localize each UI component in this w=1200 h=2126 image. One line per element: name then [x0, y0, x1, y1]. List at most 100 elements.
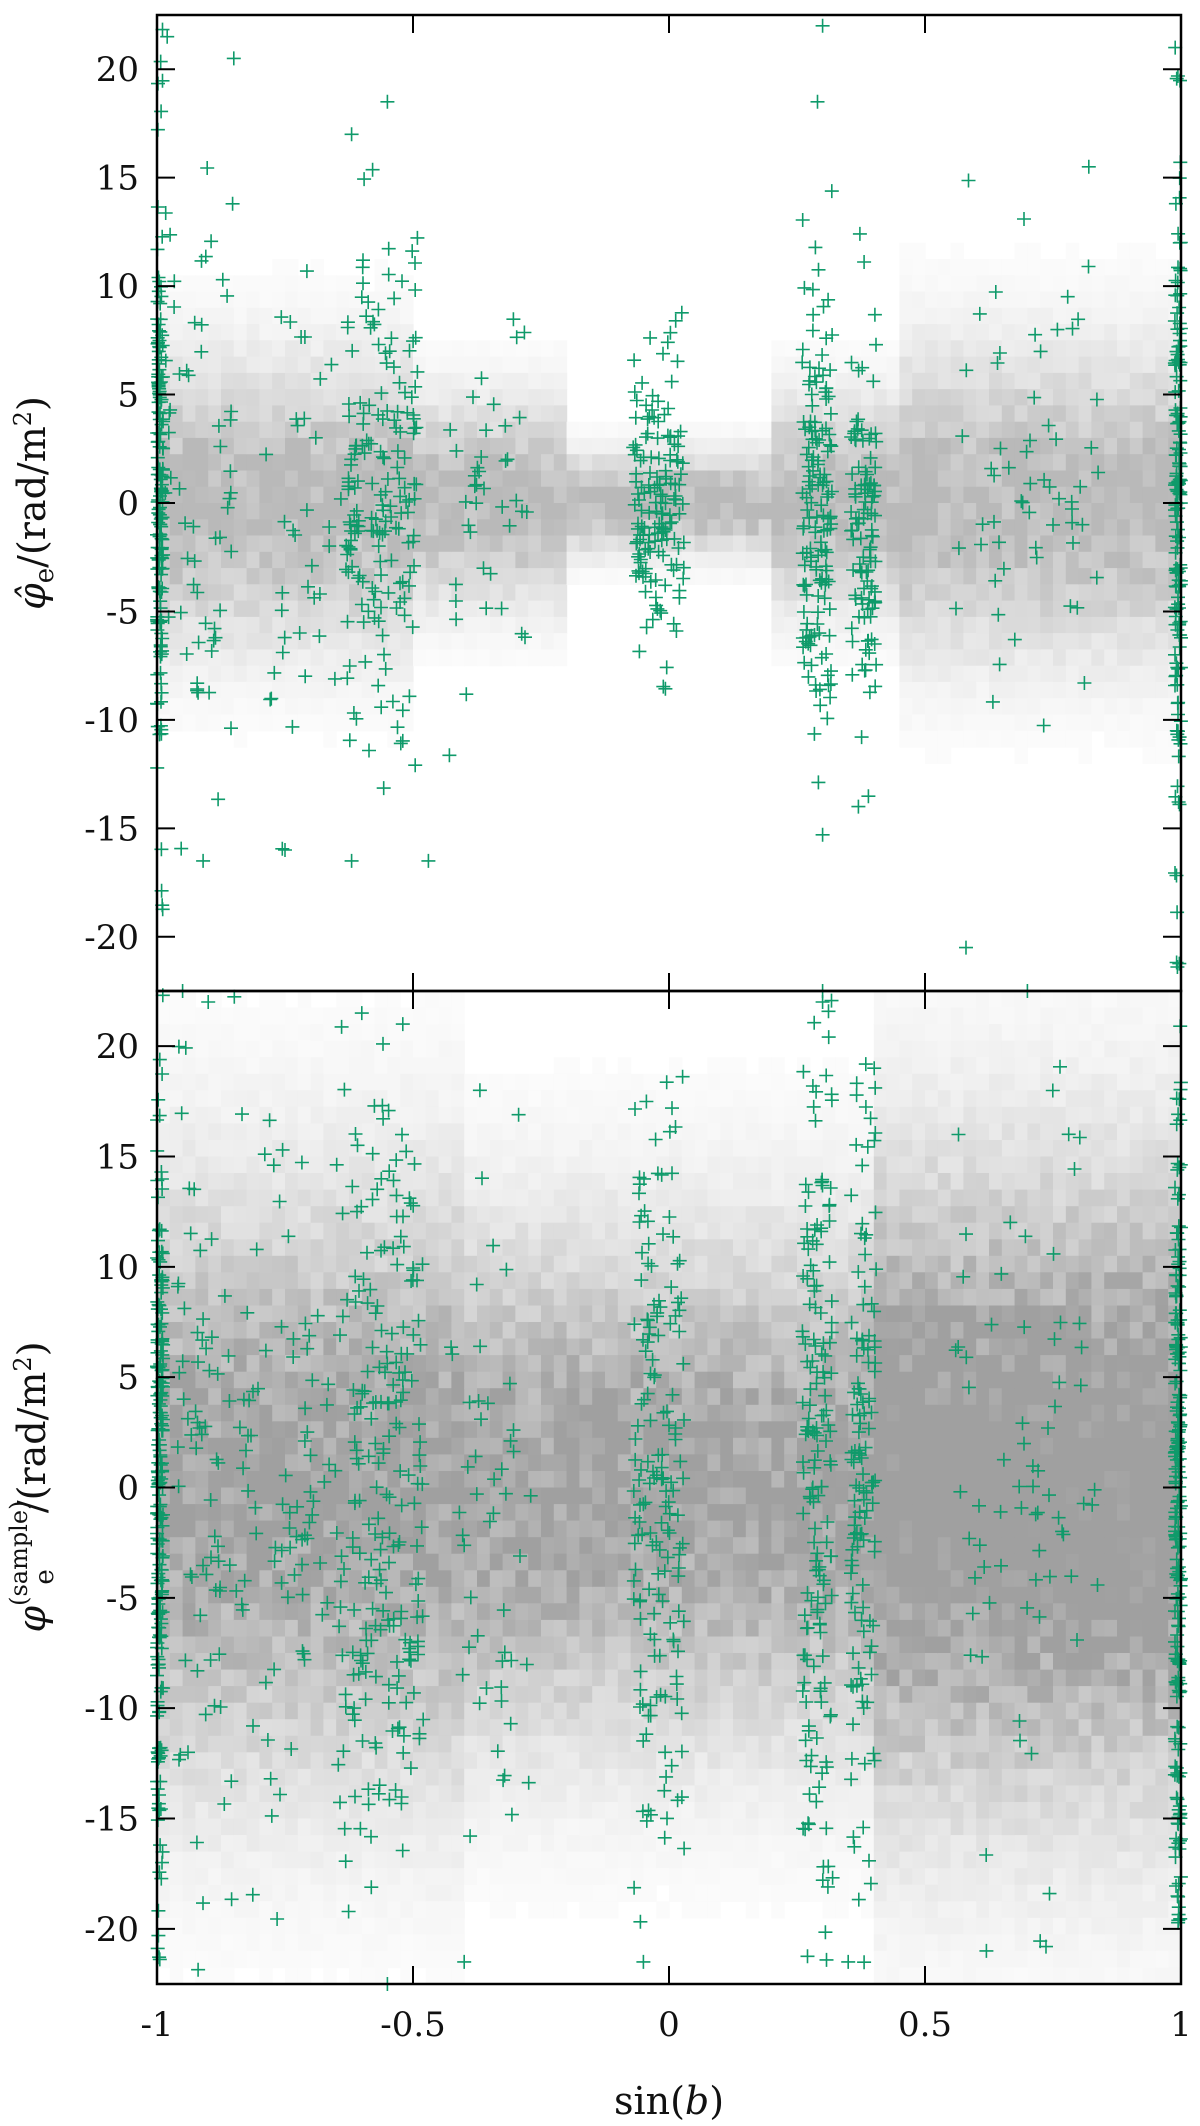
bottom-density-cell — [528, 1322, 542, 1340]
top-density-cell — [528, 437, 542, 455]
bottom-density-cell — [592, 1901, 606, 1919]
bottom-density-cell — [451, 1471, 465, 1489]
bottom-density-cell — [797, 1288, 811, 1307]
bottom-density-cell — [566, 1106, 580, 1124]
bottom-density-cell — [669, 1371, 683, 1389]
bottom-density-cell — [502, 1322, 516, 1340]
top-density-cell — [349, 405, 363, 423]
top-density-cell — [720, 421, 734, 439]
bottom-density-cell — [233, 1404, 248, 1422]
bottom-density-cell — [541, 1818, 555, 1836]
bottom-density-cell — [771, 1173, 785, 1191]
top-density-cell — [246, 421, 260, 439]
bottom-density-cell — [310, 1090, 324, 1108]
top-density-cell — [579, 551, 593, 569]
bottom-density-cell — [541, 1371, 555, 1389]
bottom-density-cell — [541, 1272, 555, 1290]
bottom-density-cell — [707, 1355, 721, 1373]
bottom-density-cell — [579, 1835, 593, 1853]
bottom-density-cell — [169, 1305, 184, 1323]
top-density-cell — [1091, 600, 1105, 618]
bottom-density-cell — [246, 1024, 260, 1042]
bottom-density-cell — [592, 1586, 606, 1604]
top-density-cell — [835, 503, 849, 520]
top-density-cell — [553, 356, 568, 374]
bottom-density-cell — [605, 1239, 619, 1257]
top-density-cell — [1117, 340, 1131, 358]
top-density-cell — [963, 486, 977, 504]
bottom-density-cell — [797, 1835, 811, 1853]
bottom-density-cell — [861, 1073, 875, 1091]
bottom-density-cell — [361, 1156, 376, 1174]
top-density-cell — [899, 486, 913, 504]
bottom-density-cell — [873, 1686, 888, 1704]
top-density-cell — [233, 649, 248, 667]
top-density-cell — [285, 665, 299, 683]
bottom-density-cell — [771, 1255, 785, 1273]
bottom-density-cell — [157, 1024, 171, 1042]
bottom-density-cell — [464, 1222, 478, 1240]
top-density-cell — [553, 437, 568, 455]
top-density-cell — [528, 633, 542, 650]
bottom-density-cell — [323, 1653, 337, 1671]
bottom-density-cell — [272, 1851, 286, 1869]
bottom-density-cell — [656, 1437, 670, 1455]
top-density-cell — [925, 616, 939, 634]
bottom-density-cell — [681, 1570, 696, 1588]
top-density-cell — [1053, 454, 1067, 472]
bottom-density-cell — [873, 1040, 888, 1058]
bottom-density-cell — [733, 1322, 747, 1340]
bottom-density-cell — [592, 1106, 606, 1124]
bottom-density-cell — [182, 1255, 196, 1273]
bottom-density-cell — [208, 1057, 222, 1075]
top-density-cell — [1053, 600, 1067, 618]
bottom-density-cell — [822, 1471, 836, 1489]
bottom-density-cell — [707, 1553, 721, 1571]
bottom-density-cell — [771, 1537, 785, 1555]
bottom-density-cell — [195, 1073, 209, 1091]
top-density-cell — [835, 633, 849, 650]
top-density-cell — [1091, 486, 1105, 504]
top-density-cell — [259, 568, 273, 585]
top-density-cell — [272, 503, 286, 520]
top-density-cell — [899, 519, 913, 537]
bottom-density-cell — [502, 1702, 516, 1720]
bottom-density-cell — [208, 1901, 222, 1919]
bottom-density-cell — [694, 1140, 708, 1158]
top-density-cell — [336, 600, 350, 618]
bottom-density-cell — [489, 1735, 504, 1753]
bottom-density-cell — [233, 1338, 248, 1356]
bottom-density-cell — [873, 1818, 888, 1836]
bottom-density-cell — [758, 1818, 772, 1836]
bottom-density-cell — [272, 1206, 286, 1224]
bottom-density-cell — [694, 1702, 708, 1720]
bottom-density-cell — [809, 1156, 824, 1174]
top-density-cell — [1129, 698, 1144, 716]
bottom-density-cell — [681, 1471, 696, 1489]
top-density-cell — [1104, 503, 1118, 520]
bottom-density-cell — [720, 1636, 734, 1654]
bottom-density-cell — [656, 1619, 670, 1638]
top-density-cell — [1001, 470, 1016, 488]
top-density-cell — [515, 568, 529, 585]
bottom-density-cell — [195, 1537, 209, 1555]
top-density-cell — [259, 372, 273, 390]
bottom-density-cell — [336, 1785, 350, 1803]
top-density-cell — [1040, 730, 1054, 748]
top-density-cell — [1104, 633, 1118, 650]
bottom-density-cell — [221, 1669, 235, 1687]
bottom-density-cell — [349, 1802, 363, 1820]
bottom-density-cell — [182, 1619, 196, 1638]
bottom-density-cell — [694, 1603, 708, 1621]
bottom-density-cell — [630, 1702, 644, 1720]
top-density-cell — [873, 649, 888, 667]
bottom-density-cell — [835, 1206, 849, 1224]
bottom-density-cell — [617, 1305, 632, 1323]
bottom-density-cell — [285, 1189, 299, 1207]
bottom-density-cell — [374, 1255, 388, 1273]
top-density-cell — [349, 389, 363, 406]
bottom-density-cell — [669, 1239, 683, 1257]
bottom-density-cell — [195, 1471, 209, 1489]
top-density-cell — [285, 633, 299, 650]
bottom-density-cell — [886, 1603, 900, 1621]
